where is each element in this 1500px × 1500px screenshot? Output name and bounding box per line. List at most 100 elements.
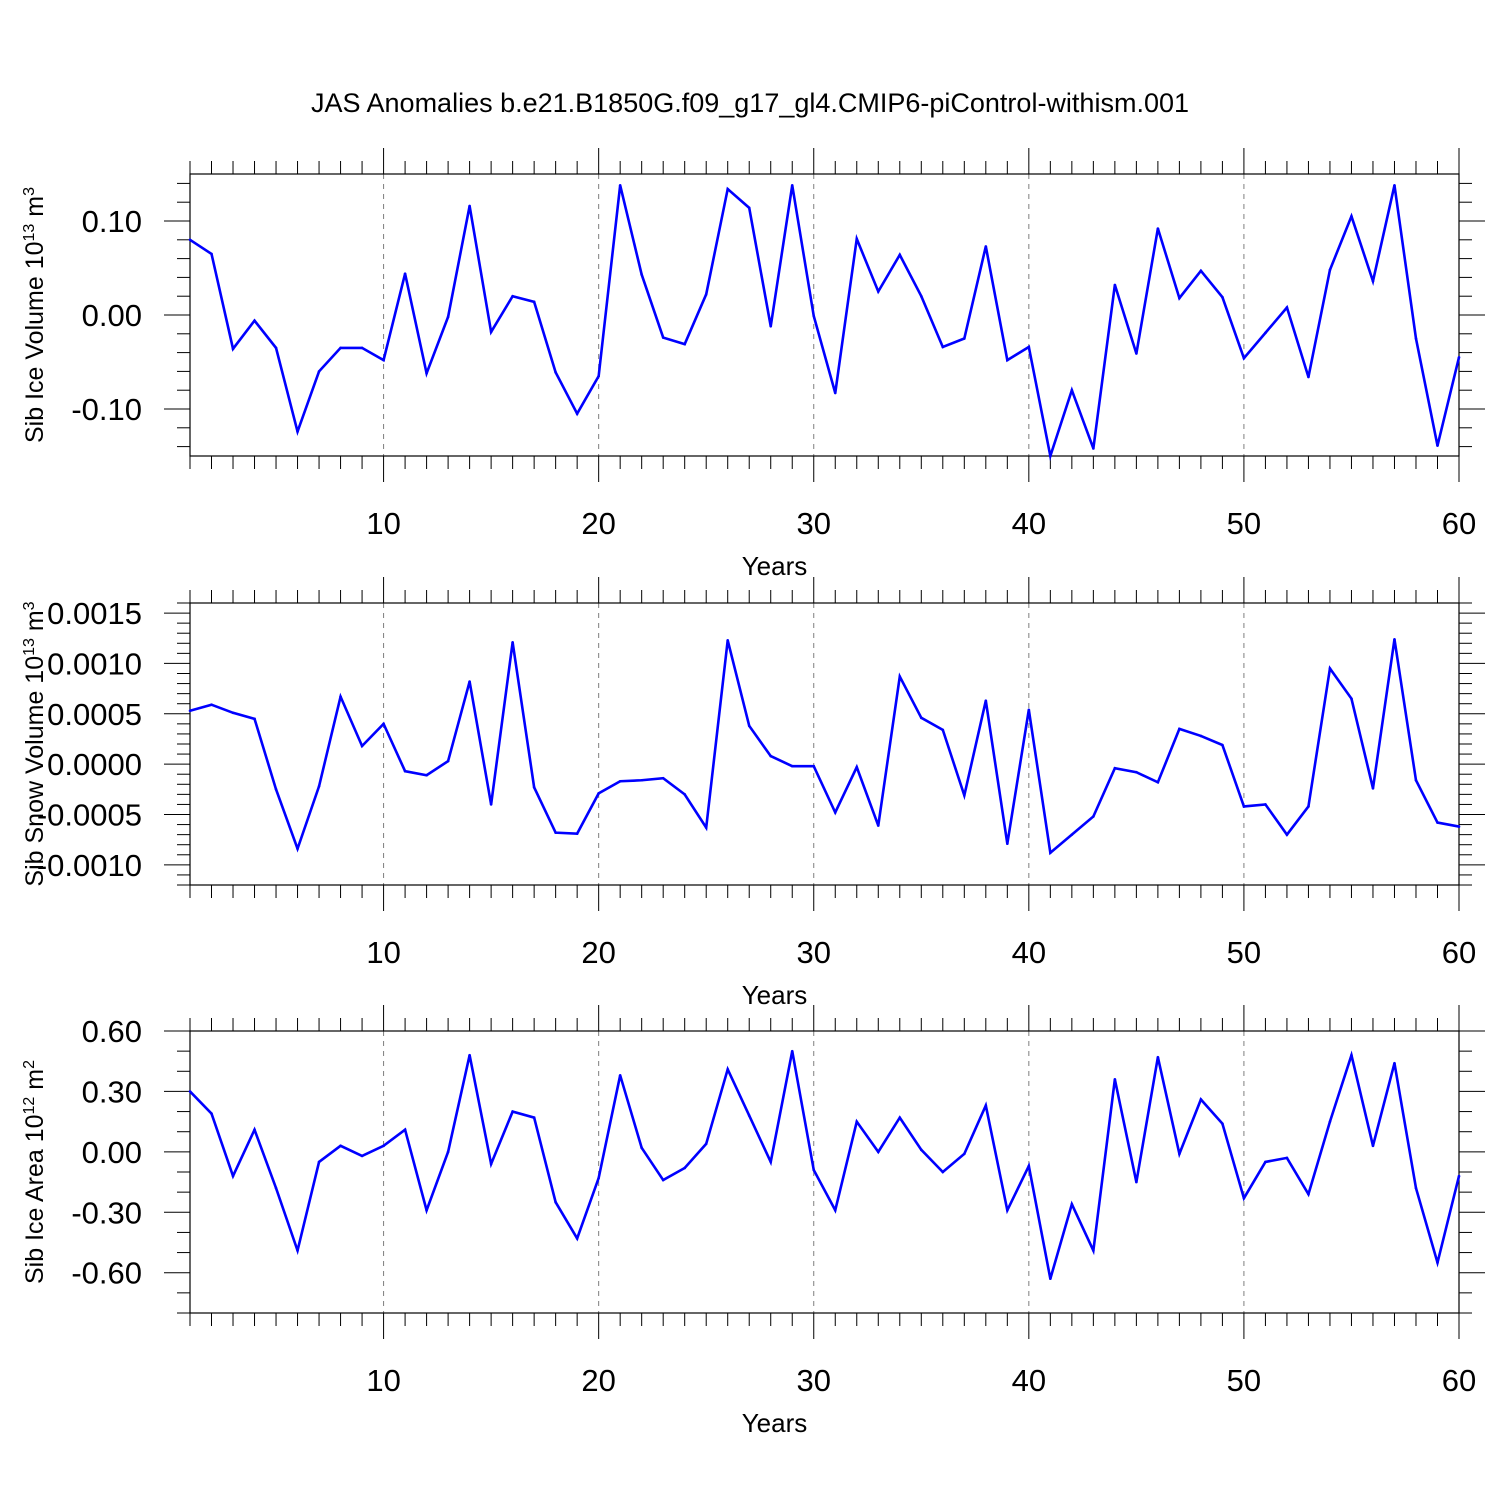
- y-tick-label: 0.00: [82, 1135, 142, 1170]
- data-point: [1457, 1174, 1461, 1178]
- data-point: [1371, 279, 1375, 283]
- data-point: [446, 759, 450, 763]
- data-point: [919, 1148, 923, 1152]
- x-tick-label: 30: [797, 935, 831, 970]
- data-point: [532, 786, 536, 789]
- data-point: [1199, 269, 1203, 273]
- data-point: [1156, 227, 1160, 230]
- data-point: [554, 831, 557, 834]
- x-tick-label: 50: [1227, 935, 1261, 970]
- data-point: [1135, 352, 1138, 355]
- figure-title: JAS Anomalies b.e21.B1850G.f09_g17_gl4.C…: [311, 88, 1189, 118]
- data-point: [855, 765, 859, 769]
- data-point: [360, 346, 364, 350]
- data-point: [1221, 1122, 1224, 1125]
- data-point: [1221, 743, 1224, 747]
- data-point: [296, 1249, 299, 1252]
- data-point: [575, 1237, 579, 1240]
- data-point: [618, 1074, 622, 1077]
- data-point: [274, 346, 278, 350]
- data-point: [812, 764, 816, 768]
- x-tick-label: 10: [366, 1363, 400, 1398]
- data-point: [683, 793, 686, 796]
- data-point: [554, 1200, 557, 1204]
- plot-frame: [189, 602, 1460, 886]
- data-point: [941, 345, 945, 349]
- data-point: [1156, 780, 1160, 784]
- x-tick-label: 30: [797, 506, 831, 541]
- data-point: [919, 294, 923, 298]
- y-tick-label: -0.60: [71, 1256, 142, 1291]
- y-axis-label: Sib Ice Area 1012 m2: [21, 1060, 49, 1284]
- data-point: [253, 1128, 256, 1131]
- data-point: [532, 1116, 536, 1119]
- data-point: [468, 680, 471, 683]
- data-point: [747, 206, 751, 210]
- data-point: [1049, 851, 1052, 855]
- data-point: [1328, 1120, 1332, 1123]
- data-point: [382, 358, 385, 362]
- data-point: [769, 754, 773, 758]
- data-point: [1242, 805, 1246, 808]
- data-point: [1027, 708, 1031, 712]
- data-point: [640, 1146, 643, 1150]
- data-point: [597, 374, 600, 378]
- data-point: [554, 371, 557, 374]
- panel-2: 10 20 30 40 50 60 -0.0010 -0.0005 0.0000 0.0005 0.…: [21, 577, 1485, 1010]
- data-point: [1135, 770, 1138, 774]
- data-point: [1350, 215, 1353, 218]
- data-point: [704, 293, 708, 296]
- data-point: [898, 675, 902, 678]
- y-axis-label: Sib Ice Volume 1013 m3: [21, 187, 49, 443]
- data-point: [382, 722, 385, 726]
- data-point: [704, 826, 708, 829]
- data-point: [188, 238, 192, 242]
- x-tick-label: 30: [797, 1363, 831, 1398]
- plot-frame: [189, 173, 1460, 457]
- data-point: [1371, 787, 1375, 790]
- data-point: [382, 1144, 385, 1148]
- data-point: [876, 290, 880, 293]
- data-point: [661, 776, 665, 780]
- data-point: [1371, 1144, 1375, 1148]
- data-point: [317, 1160, 321, 1164]
- data-point: [1092, 1249, 1095, 1252]
- plot-frame: [189, 1030, 1460, 1314]
- data-point: [1285, 833, 1289, 836]
- data-point: [403, 1128, 407, 1131]
- data-point: [597, 1176, 600, 1180]
- data-point: [1350, 1053, 1353, 1057]
- x-tick-label: 10: [366, 935, 400, 970]
- data-point: [1092, 447, 1095, 450]
- data-point: [640, 273, 643, 276]
- panel-3: 10 20 30 40 50 60 -0.60 -0.30 0.00 0.30 0.60 Years S…: [21, 1005, 1485, 1438]
- data-point: [919, 716, 923, 720]
- y-tick-label: -0.0005: [37, 798, 142, 833]
- data-point: [833, 391, 837, 395]
- y-tick-label: 0.0010: [47, 646, 142, 681]
- series-line-2: [189, 639, 1460, 856]
- data-point: [339, 346, 342, 350]
- data-point: [769, 324, 773, 328]
- data-point: [1414, 337, 1418, 340]
- x-tick-label: 20: [581, 506, 615, 541]
- data-point: [468, 204, 471, 208]
- data-point: [898, 253, 902, 257]
- data-point: [726, 187, 730, 191]
- x-tick-label: 60: [1442, 935, 1476, 970]
- x-tick-label: 40: [1012, 935, 1046, 970]
- data-point: [210, 1112, 213, 1115]
- data-point: [1049, 454, 1052, 458]
- data-point: [296, 847, 299, 851]
- x-tick-label: 20: [581, 935, 615, 970]
- data-point: [446, 315, 450, 319]
- data-point: [1436, 1261, 1439, 1264]
- data-point: [618, 779, 622, 783]
- data-point: [1178, 727, 1181, 731]
- data-point: [618, 183, 622, 187]
- data-point: [1221, 295, 1224, 299]
- data-point: [769, 1160, 773, 1164]
- data-point: [1199, 1098, 1203, 1101]
- data-point: [1156, 1055, 1160, 1059]
- data-point: [1178, 1152, 1181, 1156]
